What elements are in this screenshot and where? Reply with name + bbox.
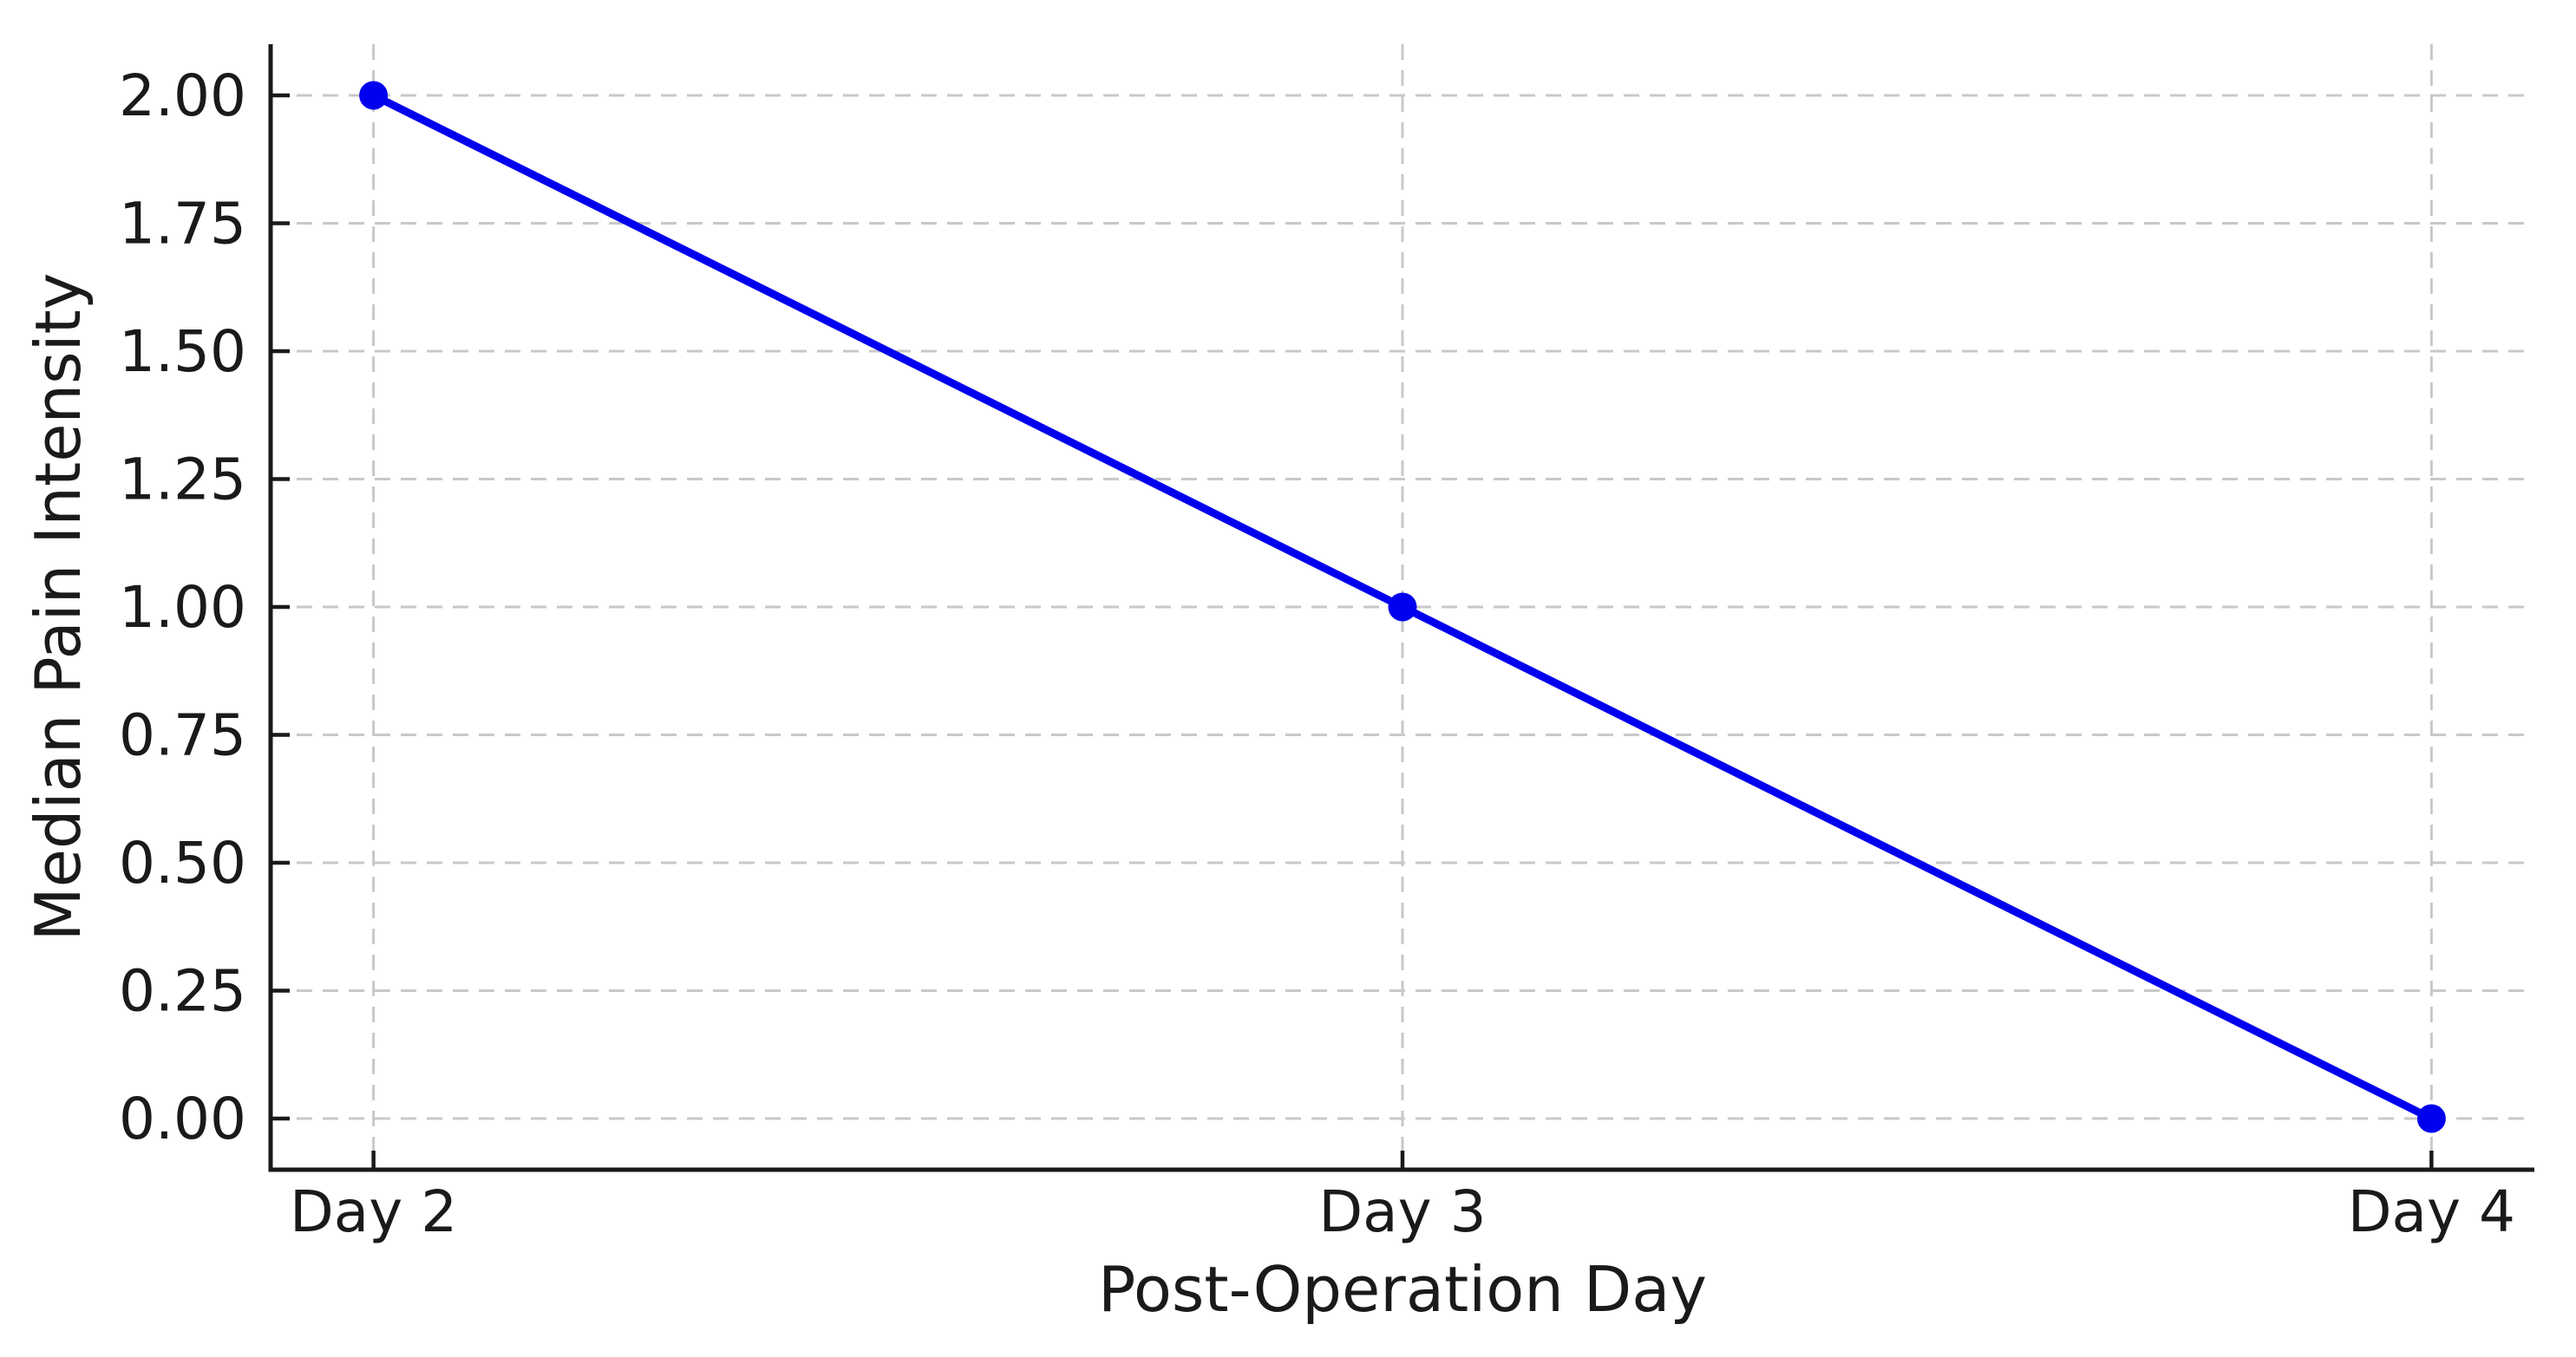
data-point-marker [359,81,389,110]
x-tick-label: Day 2 [290,1178,457,1245]
y-tick-label: 0.25 [119,958,246,1025]
y-tick-label: 0.75 [119,702,246,769]
axis-layer [268,44,2534,1172]
y-tick-label: 1.00 [119,574,246,641]
series-layer [359,81,2446,1133]
x-axis-title: Post-Operation Day [1098,1253,1707,1326]
data-point-marker [1388,592,1417,622]
y-tick-label: 0.50 [119,830,246,897]
x-tick-label: Day 4 [2348,1178,2515,1245]
data-point-marker [2416,1104,2446,1133]
y-tick-label: 1.75 [119,191,246,258]
grid-layer [271,44,2534,1170]
y-tick-label: 2.00 [119,62,246,129]
tick-label-layer: 0.00 0.25 0.50 0.75 1.00 1.25 1.50 1.75 2.00 Day … [119,62,2515,1245]
y-axis-title: Median Pain Intensity [22,273,95,942]
x-tick-label: Day 3 [1318,1178,1486,1245]
y-tick-label: 1.50 [119,318,246,385]
y-tick-label: 0.00 [119,1086,246,1152]
y-tick-label: 1.25 [119,447,246,513]
